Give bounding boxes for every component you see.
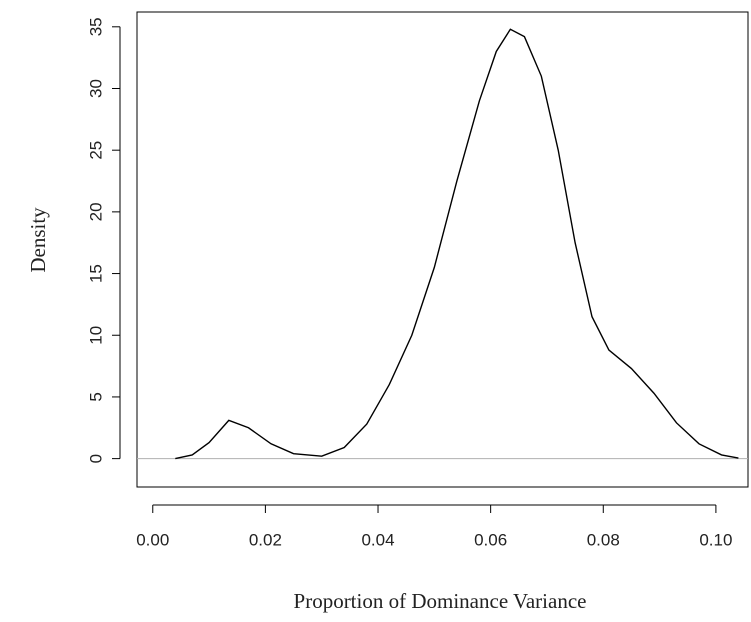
y-tick-label: 20 (86, 202, 105, 221)
density-curve (175, 28, 739, 460)
x-tick-label: 0.04 (361, 530, 394, 549)
x-tick-label: 0.10 (699, 530, 732, 549)
y-tick-label: 35 (86, 17, 105, 36)
y-axis-label: Density (26, 207, 50, 273)
y-tick-label: 10 (86, 326, 105, 345)
x-tick-label: 0.00 (136, 530, 169, 549)
plot-frame (136, 11, 749, 488)
y-tick-label: 25 (86, 141, 105, 160)
x-tick-label: 0.08 (587, 530, 620, 549)
y-tick-label: 30 (86, 79, 105, 98)
x-tick-label: 0.02 (249, 530, 282, 549)
y-tick-label: 0 (86, 454, 105, 463)
y-tick-label: 15 (86, 264, 105, 283)
y-tick-label: 5 (86, 392, 105, 401)
x-axis-label: Proportion of Dominance Variance (294, 589, 587, 613)
x-tick-label: 0.06 (474, 530, 507, 549)
